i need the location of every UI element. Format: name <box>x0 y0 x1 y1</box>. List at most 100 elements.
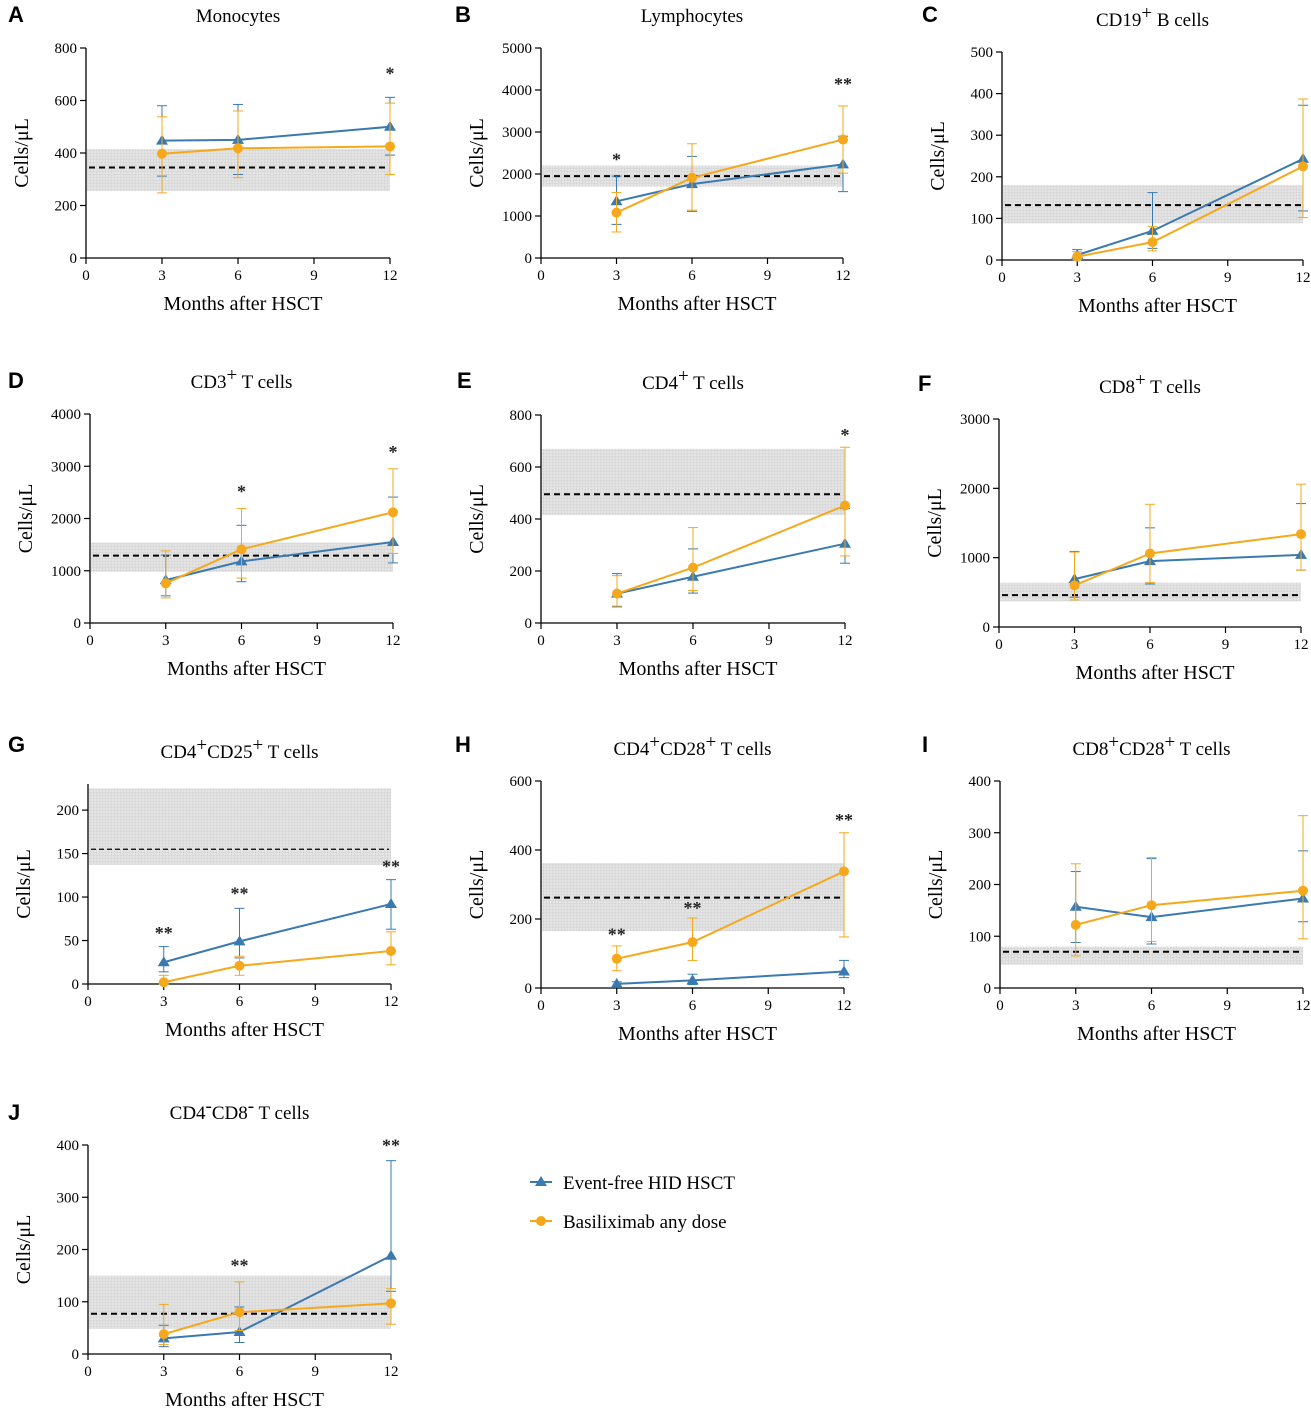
significance-mark-b: ** <box>834 74 852 94</box>
data-point-circle-j[interactable] <box>386 1298 396 1309</box>
y-tick-label-d: 0 <box>74 616 82 632</box>
data-point-triangle-j[interactable] <box>385 1249 397 1260</box>
y-tick-label-b: 3000 <box>502 125 532 141</box>
y-tick-label-d: 1000 <box>51 564 81 580</box>
y-axis-label-i: Cells/μL <box>925 850 947 920</box>
data-point-circle-a[interactable] <box>233 143 243 154</box>
data-point-circle-g[interactable] <box>386 945 396 956</box>
legend-item-event-free[interactable]: Event-free HID HSCT <box>530 1173 735 1194</box>
y-tick-label-g: 100 <box>57 890 80 906</box>
x-axis-label-b: Months after HSCT <box>618 293 777 315</box>
data-point-circle-j[interactable] <box>234 1307 245 1318</box>
x-tick-label-e: 12 <box>838 633 853 649</box>
x-tick-label-d: 0 <box>86 633 94 649</box>
significance-mark-g: ** <box>382 857 400 877</box>
panel-letter-h: H <box>455 732 471 757</box>
x-tick-label-c: 3 <box>1074 270 1082 286</box>
y-axis-label-j: Cells/μL <box>13 1215 35 1285</box>
x-tick-label-f: 12 <box>1294 637 1309 653</box>
panel-title-h: CD4+CD28+ T cells <box>614 732 772 760</box>
data-point-circle-d[interactable] <box>236 544 247 555</box>
x-tick-label-h: 12 <box>837 998 852 1014</box>
series-basiliximab-a <box>157 102 395 194</box>
panel-j: J CD4-CD8- T cells 0 100 200 300 400 0 3 6 9 12 Mont… <box>8 1096 400 1408</box>
x-tick-label-a: 12 <box>383 268 398 284</box>
x-tick-label-b: 9 <box>764 268 772 284</box>
reference-band-e <box>542 448 845 516</box>
x-tick-label-b: 12 <box>836 268 851 284</box>
panel-title-b: Lymphocytes <box>641 6 743 27</box>
data-point-triangle-h[interactable] <box>610 977 623 988</box>
y-tick-label-c: 300 <box>971 128 994 144</box>
data-point-circle-d[interactable] <box>160 578 171 589</box>
panel-b: B Lymphocytes 0 1000 2000 3000 4000 5000 0 3 6 9 12 M… <box>455 2 852 315</box>
legend-item-basiliximab[interactable]: Basiliximab any dose <box>530 1212 727 1233</box>
y-tick-label-i: 0 <box>984 981 992 997</box>
y-axis-label-b: Cells/μL <box>466 118 488 188</box>
data-point-circle-a[interactable] <box>157 148 167 159</box>
series-basiliximab-e <box>612 446 850 607</box>
y-tick-label-c: 500 <box>971 45 994 61</box>
data-point-circle-f[interactable] <box>1145 548 1155 559</box>
data-point-circle-c[interactable] <box>1147 237 1158 248</box>
data-point-circle-b[interactable] <box>687 172 697 183</box>
y-tick-label-d: 3000 <box>51 459 81 475</box>
data-point-circle-e[interactable] <box>688 562 698 573</box>
series-basiliximab-c <box>1072 98 1308 262</box>
series-line-basiliximab-e <box>616 504 846 595</box>
data-point-circle-a[interactable] <box>385 141 395 152</box>
series-basiliximab-d <box>160 468 398 599</box>
x-tick-label-c: 6 <box>1149 270 1157 286</box>
x-tick-label-c: 0 <box>998 270 1006 286</box>
data-point-circle-e[interactable] <box>612 588 622 599</box>
y-tick-label-j: 100 <box>57 1295 80 1311</box>
data-point-triangle-h[interactable] <box>686 974 699 985</box>
x-tick-label-e: 3 <box>613 633 621 649</box>
data-point-circle-c[interactable] <box>1072 251 1083 262</box>
data-point-triangle-g[interactable] <box>385 898 397 908</box>
x-tick-label-h: 9 <box>765 998 773 1014</box>
data-point-circle-c[interactable] <box>1298 161 1308 172</box>
data-point-circle-i[interactable] <box>1146 900 1157 911</box>
data-point-circle-h[interactable] <box>687 937 698 948</box>
data-point-triangle-j[interactable] <box>233 1326 246 1337</box>
data-point-triangle-g[interactable] <box>233 935 246 946</box>
y-tick-label-h: 0 <box>525 981 533 997</box>
data-point-circle-i[interactable] <box>1070 919 1081 930</box>
legend: Event-free HID HSCT Basiliximab any dose <box>530 1173 735 1233</box>
data-point-triangle-h[interactable] <box>838 965 850 976</box>
y-tick-label-j: 300 <box>57 1190 80 1206</box>
data-point-triangle-g[interactable] <box>157 956 170 967</box>
y-tick-label-g: 50 <box>64 934 79 950</box>
x-tick-label-i: 6 <box>1148 998 1156 1014</box>
series-line-event-free-h <box>616 970 845 985</box>
x-axis-label-a: Months after HSCT <box>164 293 323 315</box>
data-point-circle-b[interactable] <box>611 207 622 218</box>
data-point-circle-h[interactable] <box>839 866 849 877</box>
x-tick-label-i: 9 <box>1224 998 1232 1014</box>
x-tick-label-d: 12 <box>386 633 401 649</box>
data-point-circle-f[interactable] <box>1069 580 1080 591</box>
y-tick-label-f: 1000 <box>960 551 990 567</box>
x-axis-label-f: Months after HSCT <box>1076 662 1235 684</box>
y-tick-label-d: 4000 <box>51 407 81 423</box>
data-point-circle-g[interactable] <box>234 960 245 971</box>
data-point-circle-j[interactable] <box>158 1329 169 1340</box>
significance-mark-g: ** <box>155 923 173 943</box>
x-tick-label-j: 9 <box>312 1364 320 1380</box>
panel-i: I CD8+CD28+ T cells 0 100 200 300 400 0 3 6 9 12 Mon… <box>922 732 1311 1045</box>
data-point-circle-g[interactable] <box>158 977 169 988</box>
x-tick-label-g: 0 <box>84 994 92 1010</box>
data-point-circle-f[interactable] <box>1296 529 1306 540</box>
data-point-circle-d[interactable] <box>388 507 398 518</box>
significance-mark-d: * <box>237 482 246 502</box>
data-point-circle-i[interactable] <box>1298 885 1308 896</box>
data-point-circle-h[interactable] <box>611 953 622 964</box>
panel-h: H CD4+CD28+ T cells 0 200 400 600 0 3 6 9 12 Months… <box>455 732 853 1045</box>
data-point-circle-e[interactable] <box>840 500 850 511</box>
x-axis-label-g: Months after HSCT <box>165 1019 324 1041</box>
data-point-circle-b[interactable] <box>838 134 848 145</box>
x-tick-label-h: 0 <box>537 998 545 1014</box>
x-axis-label-j: Months after HSCT <box>165 1389 324 1408</box>
